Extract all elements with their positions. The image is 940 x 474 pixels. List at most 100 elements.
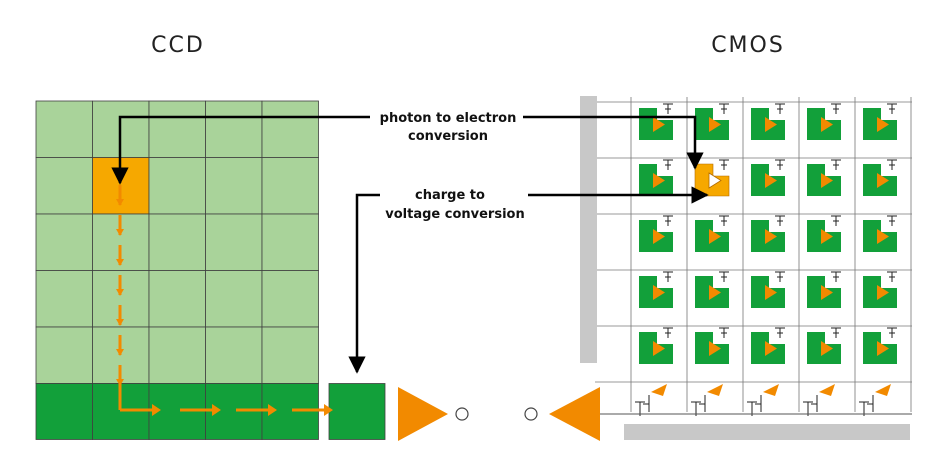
cmos-column-amplifier	[651, 384, 667, 396]
ccd-pixel	[148, 270, 206, 328]
cmos-pixel-amplifier	[653, 117, 665, 132]
cmos-pixel-amplifier	[708, 172, 722, 189]
cmos-pixel-amplifier	[765, 341, 777, 356]
ccd-pixel	[261, 326, 319, 384]
cmos-select-switch	[887, 159, 897, 170]
ccd-charge-arrowhead	[116, 379, 124, 386]
ccd-pixel	[35, 270, 93, 328]
ccd-pixel	[35, 157, 93, 215]
cmos-pixel-amplifier	[709, 341, 721, 356]
cmos-column-switch	[747, 395, 762, 416]
cmos-pixel-amplifier	[765, 173, 777, 188]
ccd-readout-register-cell	[35, 383, 93, 440]
cmos-pixel-amplifier	[653, 341, 665, 356]
ccd-pixel	[205, 270, 263, 328]
cmos-column-amplifier	[707, 384, 723, 396]
ccd-pixel	[148, 100, 206, 158]
cmos-pixel-amplifier	[765, 117, 777, 132]
photon-arrow-ccd	[111, 115, 370, 185]
ccd-charge-arrowhead	[116, 259, 124, 266]
photon-label-line2: conversion	[408, 129, 488, 144]
cmos-select-switch	[775, 215, 785, 226]
cmos-select-switch	[719, 327, 729, 338]
ccd-pixel	[148, 213, 206, 271]
charge-label-line1: charge to	[415, 188, 485, 203]
cmos-pixel-amplifier	[877, 229, 889, 244]
photon-arrow-cmos	[523, 115, 704, 170]
ccd-pixel	[148, 326, 206, 384]
cmos-select-switch	[663, 327, 673, 338]
ccd-pixel	[261, 100, 319, 158]
cmos-pixel-amplifier	[653, 229, 665, 244]
cmos-column-switch	[635, 395, 650, 416]
ccd-output-node	[328, 383, 386, 440]
ccd-pixel	[35, 213, 93, 271]
cmos-column-switch	[691, 395, 706, 416]
cmos-column-switch	[859, 395, 874, 416]
cmos-select-switch	[775, 103, 785, 114]
photon-label-bg	[372, 102, 520, 146]
cmos-pixel-amplifier	[877, 285, 889, 300]
cmos-select-switch	[719, 215, 729, 226]
cmos-select-switch	[775, 327, 785, 338]
cmos-pixel-amplifier	[821, 229, 833, 244]
ccd-charge-arrowhead	[116, 319, 124, 326]
cmos-column-switch	[803, 395, 818, 416]
cmos-select-switch	[719, 159, 729, 170]
ccd-pixel	[261, 270, 319, 328]
cmos-select-switch	[663, 103, 673, 114]
ccd-charge-arrowhead	[116, 199, 124, 206]
cmos-pixel-amplifier	[821, 173, 833, 188]
ccd-pixel	[261, 157, 319, 215]
cmos-pixel-amplifier	[709, 285, 721, 300]
cmos-pixel-amplifier	[709, 229, 721, 244]
cmos-pixel-amplifier	[877, 341, 889, 356]
cmos-select-switch	[719, 103, 729, 114]
cmos-select-switch	[663, 215, 673, 226]
cmos-select-switch	[775, 271, 785, 282]
ccd-pixel	[261, 213, 319, 271]
ccd-charge-arrowhead	[268, 404, 277, 416]
charge-label-line2: voltage conversion	[385, 207, 524, 222]
cmos-select-switch	[831, 103, 841, 114]
ccd-charge-arrowhead	[212, 404, 221, 416]
cmos-select-switch	[663, 271, 673, 282]
ccd-pixel	[205, 157, 263, 215]
photon-label-line1: photon to electron	[380, 111, 517, 126]
cmos-pixel-amplifier	[709, 117, 721, 132]
cmos-column-bus	[624, 424, 910, 440]
cmos-pixel-amplifier	[877, 173, 889, 188]
cmos-title: CMOS	[711, 33, 785, 58]
cmos-select-switch	[887, 271, 897, 282]
ccd-pixel	[35, 326, 93, 384]
ccd-pixel	[205, 213, 263, 271]
cmos-column-amplifier	[819, 384, 835, 396]
cmos-pixel-amplifier	[653, 285, 665, 300]
cmos-pixel-amplifier	[765, 285, 777, 300]
cmos-select-switch	[887, 103, 897, 114]
cmos-pixel-amplifier	[821, 117, 833, 132]
ccd-sensor	[35, 100, 469, 441]
cmos-select-switch	[719, 271, 729, 282]
ccd-charge-arrowhead	[116, 289, 124, 296]
ccd-amplifier	[398, 387, 448, 441]
cmos-select-switch	[831, 271, 841, 282]
ccd-pixel	[205, 326, 263, 384]
ccd-output-terminal	[455, 407, 469, 421]
cmos-pixel-amplifier	[765, 229, 777, 244]
cmos-select-switch	[775, 159, 785, 170]
cmos-column-amplifier	[875, 384, 891, 396]
cmos-select-switch	[887, 327, 897, 338]
ccd-charge-arrowhead	[152, 404, 161, 416]
charge-label-bg	[380, 181, 528, 223]
cmos-output-amplifier	[549, 387, 600, 441]
ccd-charge-arrowhead	[324, 404, 333, 416]
cmos-select-switch	[663, 159, 673, 170]
cmos-select-switch	[831, 215, 841, 226]
cmos-select-switch	[831, 327, 841, 338]
cmos-output-terminal	[524, 407, 538, 421]
cmos-pixel-amplifier	[653, 173, 665, 188]
cmos-column-amplifier	[763, 384, 779, 396]
